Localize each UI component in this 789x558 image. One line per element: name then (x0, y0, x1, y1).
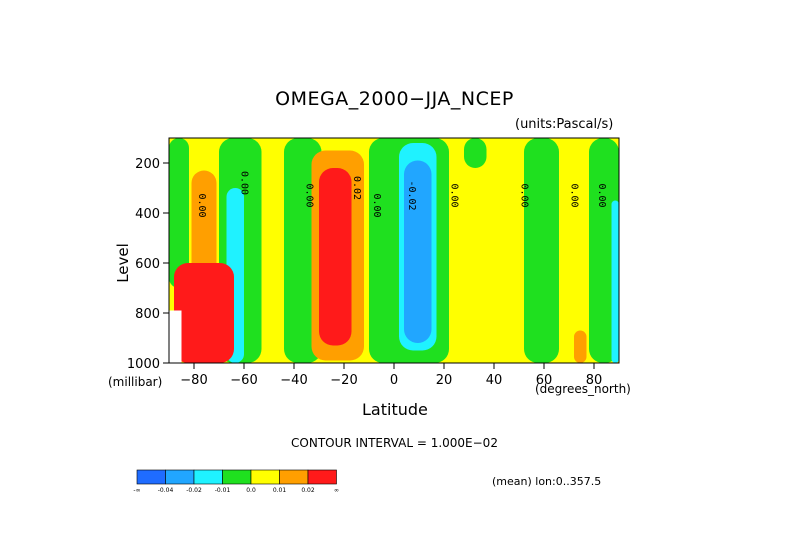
x-tick-label: −20 (330, 373, 357, 388)
region-blue-tropics (404, 160, 432, 343)
contour-label: 0.00 (239, 171, 250, 195)
colorbar-swatch (307, 469, 337, 485)
chart-title: OMEGA_2000−JJA_NCEP (275, 88, 514, 110)
missing-data-region (169, 310, 182, 363)
contour-label: 0.00 (371, 193, 382, 217)
x-axis-label: Latitude (362, 400, 428, 419)
colorbar-swatch (193, 469, 223, 485)
colorbar-swatch (165, 469, 195, 485)
region-band-green-e (464, 138, 487, 168)
colorbar-label: 0.0 (246, 487, 256, 494)
region-cyan-north (611, 200, 619, 363)
colorbar-label: -∞ (133, 487, 140, 494)
colorbar-swatch (222, 469, 252, 485)
units-label: (units:Pascal/s) (515, 117, 614, 132)
colorbar-label: -0.02 (186, 487, 202, 494)
colorbar-label: 0.02 (301, 487, 315, 494)
region-orange-north (574, 330, 587, 363)
colorbar-swatch (279, 469, 309, 485)
contour-label: 0.00 (569, 183, 580, 207)
x-tick-label: −80 (180, 373, 207, 388)
mean-note: (mean) lon:0..357.5 (492, 475, 602, 488)
contour-label: 0.00 (304, 183, 315, 207)
y-axis-unit: (millibar) (108, 375, 163, 389)
colorbar-swatch (136, 469, 166, 485)
x-tick-label: 20 (436, 373, 453, 388)
contour-label: 0.00 (196, 193, 207, 217)
x-tick-label: 80 (586, 373, 603, 388)
x-tick-label: −40 (280, 373, 307, 388)
contour-label: 0.00 (596, 183, 607, 207)
region-red-subtropics (319, 168, 352, 346)
x-tick-label: 60 (536, 373, 553, 388)
region-band-green-a (169, 138, 189, 288)
y-tick-label: 400 (135, 207, 160, 222)
x-tick-label: 0 (390, 373, 398, 388)
y-tick-label: 800 (135, 307, 160, 322)
contour-label: -0.02 (406, 180, 417, 210)
y-tick-label: 1000 (127, 357, 160, 372)
region-band-green-f (524, 138, 559, 363)
colorbar-label: -0.04 (158, 487, 174, 494)
contour-label: 0.00 (449, 183, 460, 207)
colorbar-label: 0.01 (273, 487, 287, 494)
contour-label: 0.02 (351, 176, 362, 200)
contour-label: 0.00 (519, 183, 530, 207)
contour-interval-note: CONTOUR INTERVAL = 1.000E−02 (291, 436, 498, 450)
y-tick-label: 600 (135, 257, 160, 272)
colorbar-label: -0.01 (215, 487, 231, 494)
y-tick-label: 200 (135, 157, 160, 172)
region-red-south (174, 263, 234, 363)
colorbar-label: ∞ (334, 487, 339, 494)
x-tick-label: −60 (230, 373, 257, 388)
x-tick-label: 40 (486, 373, 503, 388)
colorbar-swatch (250, 469, 280, 485)
x-axis-unit: (degrees_north) (535, 382, 631, 396)
